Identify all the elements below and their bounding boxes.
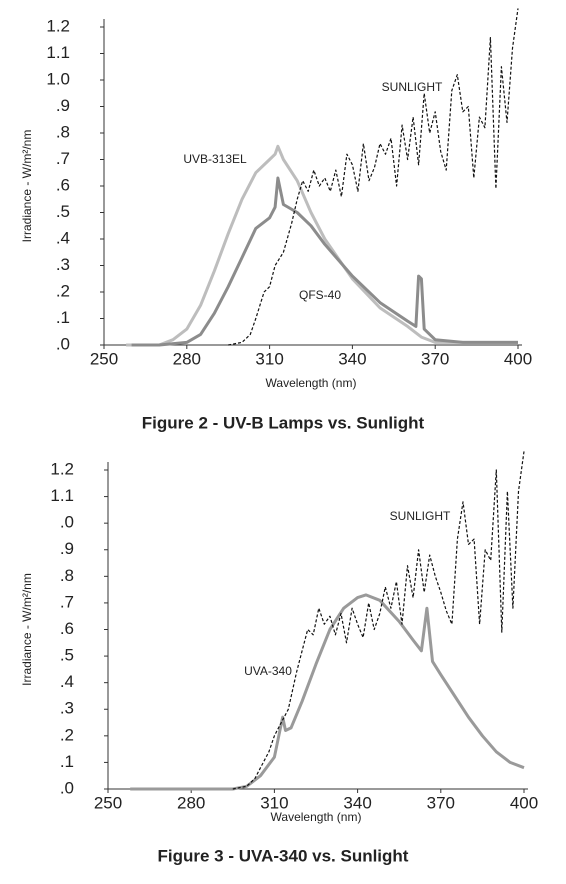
y-tick-label: 1.1 [50,486,74,505]
y-tick-label: .8 [60,566,74,585]
y-tick-label: .2 [60,725,74,744]
x-tick-label: 370 [421,349,449,368]
series-line [232,451,525,790]
y-axis-label: Irradiance - W/m²/nm [20,130,34,243]
x-tick-label: 310 [260,793,288,812]
y-tick-label: 1.2 [46,16,70,35]
x-tick-label: 340 [338,349,366,368]
x-tick-label: 400 [504,349,532,368]
y-tick-label: .6 [56,175,70,194]
figure-caption: Figure 2 - UV-B Lamps vs. Sunlight [142,413,425,432]
series-label: SUNLIGHT [390,509,451,523]
x-tick-label: 400 [510,793,538,812]
y-tick-label: .4 [56,228,70,247]
y-tick-label: .3 [60,699,74,718]
series-line [131,176,518,347]
x-tick-label: 370 [427,793,455,812]
y-tick-label: 1.1 [46,43,70,62]
y-tick-label: .3 [56,255,70,274]
y-tick-label: .4 [60,672,74,691]
series-label: QFS-40 [299,288,341,302]
y-axis-label: Irradiance - W/m²/nm [20,573,34,686]
y-tick-label: .9 [56,96,70,115]
x-tick-label: 340 [343,793,371,812]
series-label: SUNLIGHT [382,80,443,94]
y-tick-label: .0 [60,778,74,797]
series-label: UVB-313EL [183,152,247,166]
y-tick-label: 1.2 [50,459,74,478]
series-line [228,8,519,346]
series-line [126,144,518,347]
y-tick-label: .5 [56,202,70,221]
y-tick-label: .9 [60,539,74,558]
y-tick-label: .7 [56,149,70,168]
x-axis-label: Wavelength (nm) [271,810,362,824]
x-tick-label: 280 [173,349,201,368]
y-tick-label: .7 [60,592,74,611]
y-tick-label: .2 [56,281,70,300]
y-tick-label: .1 [60,752,74,771]
x-tick-label: 280 [177,793,205,812]
series-line [130,593,525,791]
x-tick-label: 310 [255,349,283,368]
figure-caption: Figure 3 - UVA-340 vs. Sunlight [158,846,409,865]
y-tick-label: .0 [60,513,74,532]
x-axis-label: Wavelength (nm) [266,376,357,390]
y-tick-label: 1.0 [46,69,70,88]
x-tick-label: 250 [90,349,118,368]
y-tick-label: .6 [60,619,74,638]
y-tick-label: .5 [60,646,74,665]
y-tick-label: .0 [56,334,70,353]
series-label: UVA-340 [244,664,292,678]
y-tick-label: .1 [56,308,70,327]
x-tick-label: 250 [94,793,122,812]
y-tick-label: .8 [56,122,70,141]
